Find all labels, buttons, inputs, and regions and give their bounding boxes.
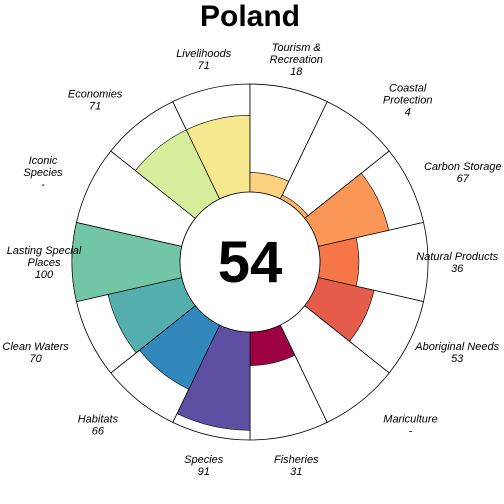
goal-score-mariculture: - bbox=[409, 426, 413, 438]
goal-name-fisheries: Fisheries bbox=[274, 454, 319, 466]
goal-name-coastal-protection: Coastal bbox=[389, 82, 427, 94]
goal-name-habitats: Habitats bbox=[78, 414, 119, 426]
goal-label-economies: Economies 71 bbox=[68, 88, 123, 112]
goal-name-iconic-species: Species bbox=[23, 167, 63, 179]
goal-name-iconic-species: Iconic bbox=[29, 155, 58, 167]
goal-name-coastal-protection: Protection bbox=[383, 94, 433, 106]
goal-name-lasting-special-places: Lasting Special bbox=[7, 245, 82, 257]
goal-label-iconic-species: Iconic Species - bbox=[23, 155, 63, 191]
goal-score-livelihoods: 71 bbox=[198, 60, 210, 72]
goal-label-habitats: Habitats 66 bbox=[78, 414, 119, 438]
goal-name-tourism-recreation: Tourism & bbox=[272, 42, 321, 54]
goal-label-mariculture: Mariculture - bbox=[383, 414, 437, 438]
goal-score-species: 91 bbox=[198, 466, 210, 478]
goal-name-clean-waters: Clean Waters bbox=[2, 341, 69, 353]
goal-name-tourism-recreation: Recreation bbox=[270, 54, 323, 66]
goal-score-clean-waters: 70 bbox=[29, 353, 42, 365]
goal-name-aboriginal-needs: Aboriginal Needs bbox=[414, 341, 499, 353]
goal-name-livelihoods: Livelihoods bbox=[176, 48, 232, 60]
goal-name-natural-products: Natural Products bbox=[416, 251, 498, 263]
goal-label-clean-waters: Clean Waters 70 bbox=[2, 341, 69, 365]
goal-score-carbon-storage: 67 bbox=[457, 173, 470, 185]
center-circle bbox=[179, 191, 321, 333]
goal-score-habitats: 66 bbox=[92, 426, 105, 438]
goal-score-economies: 71 bbox=[89, 100, 101, 112]
goal-label-livelihoods: Livelihoods 71 bbox=[176, 48, 232, 72]
center-score: 54 bbox=[218, 230, 283, 295]
goal-name-carbon-storage: Carbon Storage bbox=[424, 161, 502, 173]
chart-title: Poland bbox=[200, 0, 300, 33]
goal-name-economies: Economies bbox=[68, 88, 123, 100]
goal-label-lasting-special-places: Lasting Special Places 100 bbox=[7, 245, 82, 281]
goal-label-tourism-recreation: Tourism & Recreation 18 bbox=[270, 42, 323, 78]
petals-group bbox=[71, 83, 429, 441]
goal-label-species: Species 91 bbox=[184, 454, 224, 478]
goal-score-tourism-recreation: 18 bbox=[290, 66, 303, 78]
goal-name-species: Species bbox=[184, 454, 224, 466]
goal-score-coastal-protection: 4 bbox=[405, 106, 411, 118]
goal-name-mariculture: Mariculture bbox=[383, 414, 437, 426]
goal-score-iconic-species: - bbox=[41, 179, 45, 191]
goal-label-carbon-storage: Carbon Storage 67 bbox=[424, 161, 502, 185]
goal-name-lasting-special-places: Places bbox=[27, 257, 61, 269]
goal-label-natural-products: Natural Products 36 bbox=[416, 251, 498, 275]
goal-score-natural-products: 36 bbox=[451, 263, 464, 275]
goal-label-coastal-protection: Coastal Protection 4 bbox=[383, 82, 433, 118]
goal-score-lasting-special-places: 100 bbox=[35, 269, 54, 281]
goal-score-fisheries: 31 bbox=[290, 466, 302, 478]
goal-label-aboriginal-needs: Aboriginal Needs 53 bbox=[414, 341, 499, 365]
goal-score-aboriginal-needs: 53 bbox=[451, 353, 464, 365]
goal-label-fisheries: Fisheries 31 bbox=[274, 454, 319, 478]
